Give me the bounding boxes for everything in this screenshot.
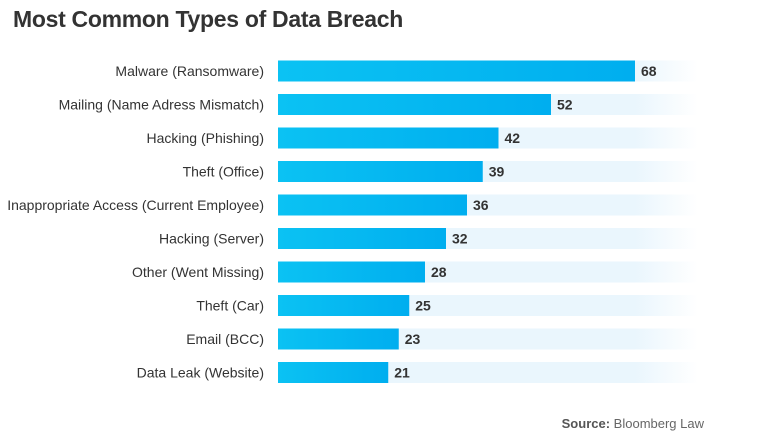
data-label: 52: [557, 97, 573, 113]
data-label: 42: [505, 130, 521, 146]
category-label: Hacking (Phishing): [147, 130, 265, 146]
source-note: Source: Bloomberg Law: [562, 416, 704, 431]
bar: [278, 362, 389, 383]
bar: [278, 94, 551, 115]
bar: [278, 295, 410, 316]
data-label: 21: [394, 365, 410, 381]
bar: [278, 228, 446, 249]
data-label: 39: [489, 164, 505, 180]
data-label: 36: [473, 197, 489, 213]
bar: [278, 328, 399, 350]
category-label: Mailing (Name Adress Mismatch): [59, 97, 264, 113]
bar: [278, 194, 467, 216]
source-label: Source:: [561, 416, 611, 431]
category-label: Theft (Car): [196, 298, 264, 314]
data-label: 23: [405, 331, 421, 347]
category-label: Theft (Office): [183, 164, 264, 180]
category-label: Email (BCC): [186, 331, 264, 347]
source-text: Bloomberg Law: [613, 416, 704, 431]
category-label: Malware (Ransomware): [115, 63, 264, 79]
bar: [278, 161, 483, 182]
data-label: 28: [431, 264, 447, 280]
category-label: Data Leak (Website): [137, 365, 264, 381]
bar: [278, 261, 425, 283]
category-label: Inappropriate Access (Current Employee): [7, 197, 264, 213]
data-label: 25: [415, 298, 431, 314]
category-label: Other (Went Missing): [132, 264, 264, 280]
data-label: 32: [452, 231, 468, 247]
data-label: 68: [641, 63, 657, 79]
chart-title: Most Common Types of Data Breach: [13, 6, 403, 32]
bar: [278, 60, 635, 82]
category-label: Hacking (Server): [159, 231, 264, 247]
bar: [278, 127, 499, 149]
